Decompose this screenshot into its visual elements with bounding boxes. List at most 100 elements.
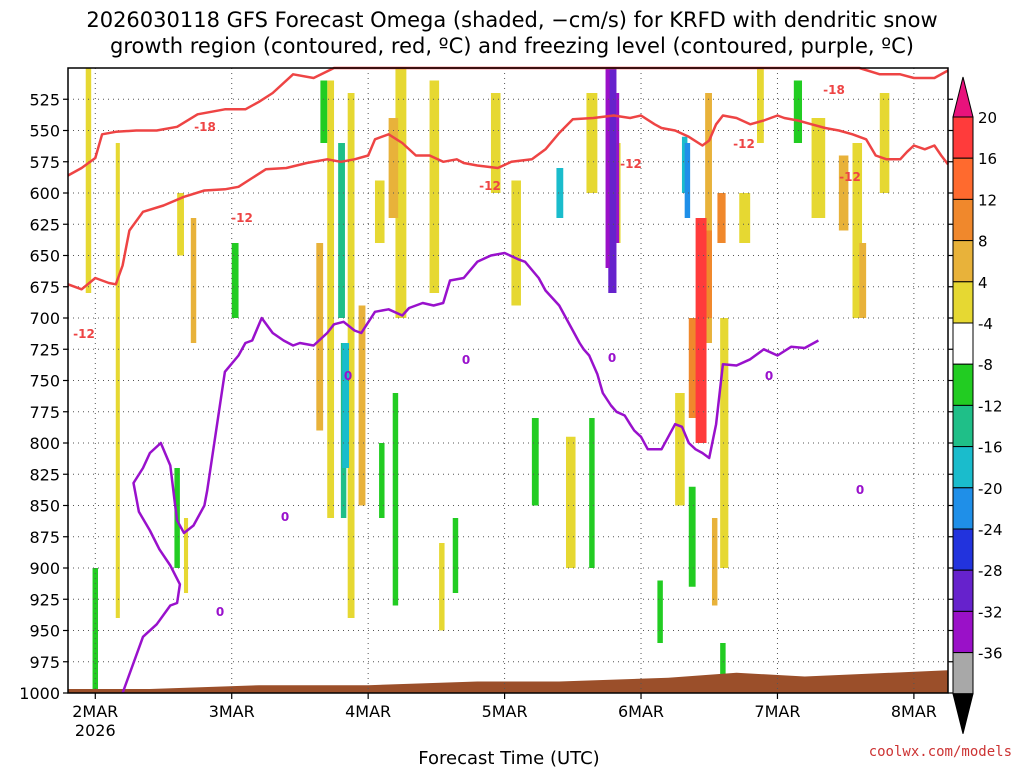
omega-band-8-0 — [608, 68, 617, 293]
omega-band-0-11 — [511, 180, 521, 306]
omega-band-0-12 — [565, 436, 576, 568]
contour-label-2: -12 — [73, 327, 95, 341]
omega-band-4-9 — [657, 580, 663, 643]
contour-label-12: 0 — [608, 351, 616, 365]
omega-band-0-20 — [852, 143, 863, 318]
colorbar-swatch-1 — [952, 157, 974, 200]
x-tick-label-7MAR: 7MAR — [754, 702, 800, 721]
omega-band-5-0 — [338, 143, 345, 318]
title-line-1: 2026030118 GFS Forecast Omega (shaded, −… — [86, 8, 937, 32]
omega-band-1-0 — [190, 218, 197, 343]
y-tick-label-600: 600 — [29, 184, 60, 203]
y-tick-label-900: 900 — [29, 559, 60, 578]
contour-labels: -18 -18 -12 -12 -12 -12 -12 -12 0 0 0 0 0 0 0 — [73, 83, 864, 619]
title-line-2: growth region (contoured, red, ºC) and f… — [110, 34, 914, 58]
y-tick-label-825: 825 — [29, 465, 60, 484]
colorbar-swatch-5 — [952, 322, 974, 365]
omega-band-4-3 — [320, 80, 328, 143]
omega-band-0-1 — [115, 143, 120, 618]
y-tick-label-1000: 1000 — [19, 684, 60, 703]
omega-band-0-5 — [347, 93, 355, 618]
colorbar-swatch-12 — [952, 610, 974, 654]
y-tick-label-700: 700 — [29, 309, 60, 328]
omega-band-0-16 — [720, 318, 729, 568]
colorbar-label-11: -28 — [978, 562, 1003, 580]
colorbar-label-5: -4 — [978, 315, 993, 333]
omega-band-6-1 — [556, 168, 564, 218]
colorbar-swatch-10 — [952, 528, 974, 571]
y-tick-label-725: 725 — [29, 340, 60, 359]
omega-band-1-3 — [388, 118, 399, 218]
colorbar-label-12: -32 — [978, 603, 1003, 621]
colorbar-swatch-8 — [952, 446, 974, 489]
colorbar-label-2: 12 — [978, 191, 997, 209]
omega-shading — [85, 68, 890, 693]
omega-band-1-7 — [859, 243, 867, 318]
contour-label-8: 0 — [216, 605, 224, 619]
omega-band-4-11 — [720, 643, 726, 681]
colorbar-top-arrow — [952, 76, 974, 118]
contour-label-4: -12 — [479, 179, 501, 193]
contour-label-1: -18 — [823, 83, 845, 97]
omega-band-0-21 — [879, 93, 890, 193]
y-tick-label-800: 800 — [29, 434, 60, 453]
omega-band-9-0 — [605, 68, 610, 268]
contour-label-0: -18 — [194, 120, 216, 134]
omega-band-6-0 — [342, 343, 350, 468]
contour-label-5: -12 — [620, 157, 642, 171]
omega-band-6-2 — [681, 136, 688, 193]
colorbar-swatch-11 — [952, 569, 974, 612]
x-tick-label-8MAR: 8MAR — [891, 702, 937, 721]
y-tick-label-525: 525 — [29, 90, 60, 109]
colorbar-label-10: -24 — [978, 521, 1003, 539]
colorbar-label-7: -12 — [978, 397, 1003, 415]
omega-band-1-4 — [705, 93, 712, 343]
contour-line-2 — [121, 251, 820, 694]
colorbar-swatch-3 — [952, 240, 974, 283]
x-axis-title: Forecast Time (UTC) — [418, 748, 599, 768]
terrain-area — [68, 670, 948, 693]
y-tick-label-875: 875 — [29, 528, 60, 547]
y-tick-label-625: 625 — [29, 215, 60, 234]
y-tick-label-950: 950 — [29, 622, 60, 641]
colorbar-swatch-7 — [952, 404, 974, 448]
colorbar-bottom-arrow — [952, 693, 974, 734]
y-tick-label-650: 650 — [29, 247, 60, 266]
contour-label-13: 0 — [765, 369, 773, 383]
omega-band-4-7 — [531, 418, 539, 506]
omega-band-2-1 — [702, 230, 712, 318]
colorbar-label-4: 4 — [978, 274, 988, 292]
y-tick-label-925: 925 — [29, 590, 60, 609]
chart-title: 2026030118 GFS Forecast Omega (shaded, −… — [86, 8, 937, 58]
omega-band-0-9 — [439, 543, 445, 631]
colorbar-label-8: -16 — [978, 439, 1003, 457]
y-tick-label-850: 850 — [29, 497, 60, 516]
y-tick-label-775: 775 — [29, 403, 60, 422]
omega-band-7-0 — [684, 143, 691, 218]
omega-band-0-3 — [183, 518, 189, 593]
x-axis: 2MAR20263MAR4MAR5MAR6MAR7MAR8MAR9MAR — [72, 693, 937, 740]
y-tick-label-750: 750 — [29, 372, 60, 391]
y-tick-label-575: 575 — [29, 153, 60, 172]
contour-label-11: 0 — [462, 353, 470, 367]
colorbar-label-3: 8 — [978, 233, 988, 251]
omega-band-0-19 — [811, 118, 826, 218]
colorbar-label-6: -8 — [978, 356, 993, 374]
omega-band-0-0 — [85, 68, 92, 293]
colorbar-swatch-2 — [952, 198, 974, 242]
omega-band-2-2 — [717, 193, 726, 243]
colorbar-swatch-13 — [952, 652, 974, 695]
omega-band-1-5 — [711, 518, 718, 606]
colorbar-legend: 20 16 12 8 4 -4 -8 -12 -16 -20 -24 -28 -32 -36 — [952, 76, 1003, 734]
omega-band-0-15 — [675, 393, 685, 506]
credit-link[interactable]: coolwx.com/models — [869, 744, 1012, 760]
omega-band-4-2 — [231, 243, 239, 318]
terrain-fill — [68, 670, 948, 693]
x-tick-label-4MAR: 4MAR — [345, 702, 391, 721]
colorbar-label-9: -20 — [978, 480, 1003, 498]
colorbar-swatch-0 — [952, 116, 974, 159]
contour-label-7: -12 — [839, 170, 861, 184]
omega-band-4-4 — [379, 443, 385, 518]
omega-band-3-0 — [695, 218, 707, 443]
